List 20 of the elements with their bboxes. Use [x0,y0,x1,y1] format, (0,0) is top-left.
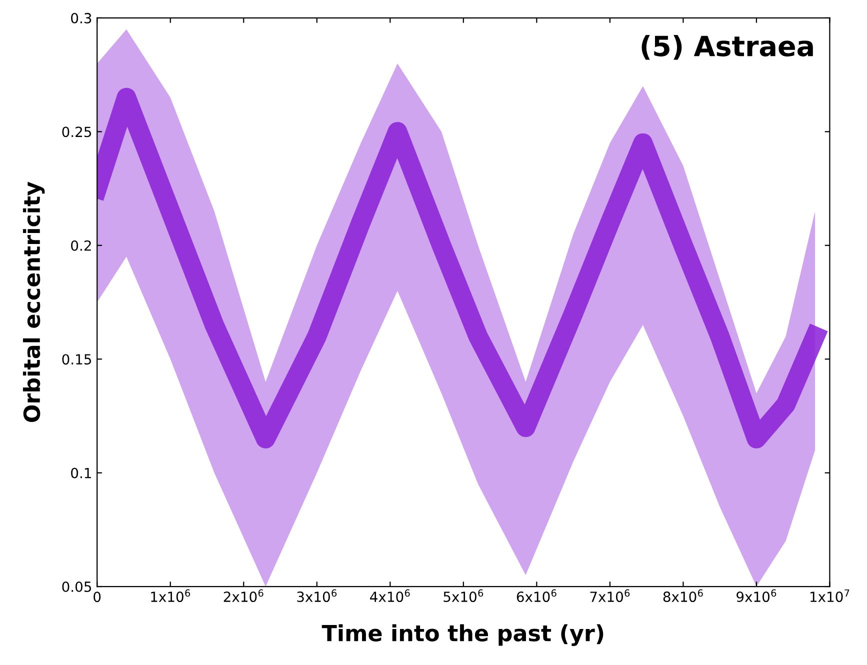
x-tick-label: 4x10$^{6}$ [370,589,410,602]
x-tick-label: 0 [94,592,101,602]
x-tick-label: 3x10$^{6}$ [297,589,337,602]
x-tick-label: 6x10$^{6}$ [516,589,556,602]
y-tick-label: 0.1 [71,468,91,478]
x-tick-label: 1x10$^{7}$ [810,589,850,602]
x-tick-label: 1x10$^{6}$ [151,589,190,602]
y-tick-label: 0.15 [62,354,92,365]
x-tick-label: 9x10$^{6}$ [736,589,776,602]
y-tick-label: 0.2 [71,240,91,251]
x-tick-label: 2x10$^{6}$ [224,589,264,602]
annotation: (5) Astraea [642,35,813,60]
x-tick-label: 7x10$^{6}$ [590,589,630,602]
y-axis-title: Orbital eccentricity [22,182,45,422]
x-tick-label: 8x10$^{6}$ [663,589,703,602]
x-axis-title: Time into the past (yr) [322,624,604,646]
y-tick-label: 0.25 [62,126,92,138]
y-tick-label: 0.3 [71,12,92,24]
y-tick-label: 0.05 [62,582,92,592]
x-tick-label: 5x10$^{6}$ [444,589,484,602]
